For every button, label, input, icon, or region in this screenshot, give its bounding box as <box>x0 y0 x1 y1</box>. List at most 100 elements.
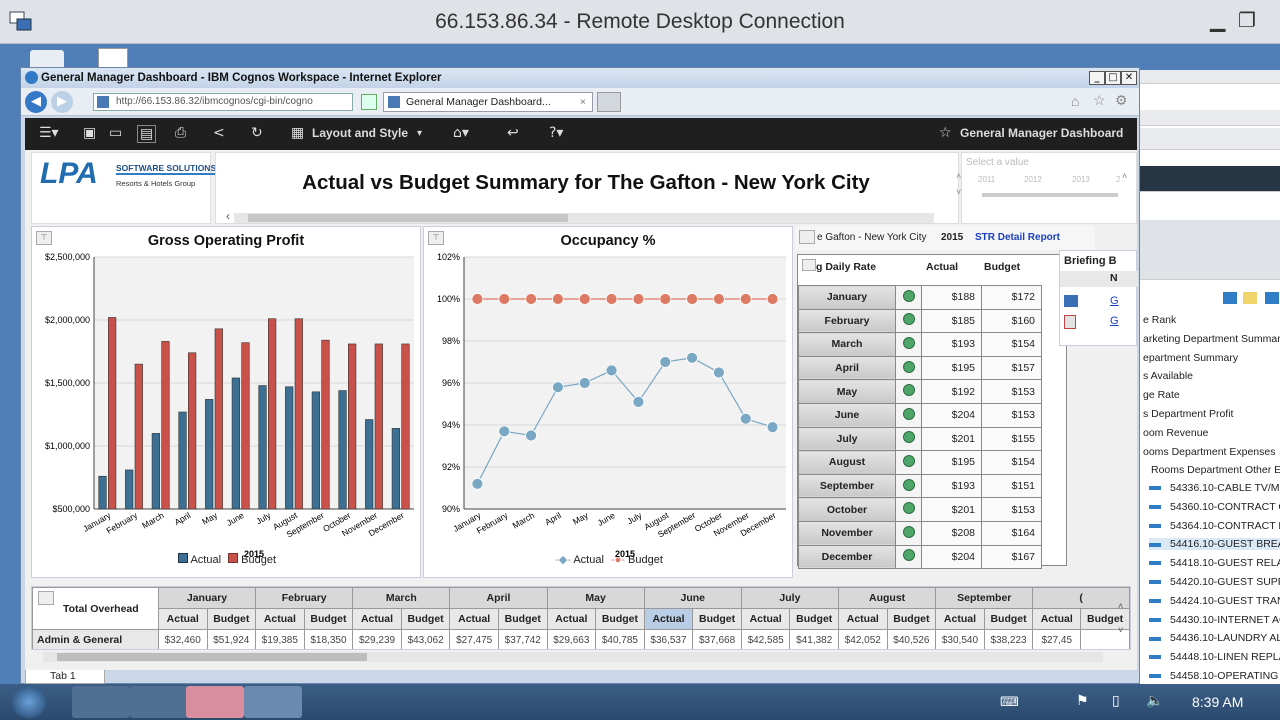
minimize-icon[interactable]: _ <box>1089 71 1105 85</box>
overhead-actual-header[interactable]: Actual <box>643 608 694 630</box>
overhead-actual-header[interactable]: Actual <box>449 608 499 630</box>
tree-account-item[interactable]: 54436.10-LAUNDRY ALL <box>1149 632 1280 644</box>
str-detail-link[interactable]: STR Detail Report <box>975 232 1061 243</box>
overhead-month[interactable]: July <box>740 587 840 609</box>
outlook-icon[interactable] <box>72 686 130 718</box>
overhead-budget-header[interactable]: Budget <box>789 608 840 630</box>
battery-icon[interactable]: ▯ <box>1112 692 1120 708</box>
menu-icon[interactable]: ☰▾ <box>39 125 59 141</box>
restore-icon[interactable]: ❐ <box>1238 8 1256 32</box>
briefing-link[interactable]: G <box>1110 315 1119 327</box>
tree-account-item[interactable]: 54458.10-OPERATING S <box>1149 670 1280 682</box>
tree-account-item[interactable]: 54420.10-GUEST SUPPL <box>1149 576 1280 588</box>
overhead-month[interactable]: September <box>935 587 1034 609</box>
overhead-budget-header[interactable]: Budget <box>1080 608 1130 630</box>
overhead-month[interactable]: June <box>643 587 742 609</box>
filter-icon[interactable] <box>38 591 54 605</box>
new-icon[interactable]: ▣ <box>83 125 97 141</box>
tree-account-item[interactable]: 54418.10-GUEST RELAT <box>1149 557 1280 569</box>
overhead-actual-header[interactable]: Actual <box>935 608 985 630</box>
clock[interactable]: 8:39 AM <box>1192 694 1244 710</box>
filter-icon[interactable]: ⊤ <box>36 231 52 245</box>
rate-month[interactable]: January <box>798 285 896 310</box>
toolbar-icon[interactable] <box>1265 292 1279 304</box>
home-icon[interactable]: ⌂▾ <box>453 125 469 141</box>
rate-month[interactable]: May <box>798 379 896 404</box>
slider-track[interactable] <box>982 193 1118 197</box>
save-icon[interactable]: ▤ <box>137 125 157 143</box>
overhead-budget-header[interactable]: Budget <box>692 608 742 630</box>
refresh-icon[interactable] <box>361 94 377 110</box>
overhead-budget-header[interactable]: Budget <box>400 608 451 630</box>
refresh-icon[interactable]: ↻ <box>251 125 263 141</box>
browser-tab[interactable]: General Manager Dashboard... × <box>383 92 593 112</box>
overhead-budget-header[interactable]: Budget <box>886 608 937 630</box>
rate-month[interactable]: March <box>798 332 896 357</box>
year-tick[interactable]: 2013 <box>1072 175 1090 184</box>
year-tick[interactable]: 2011 <box>978 175 996 184</box>
scroll-up-icon[interactable]: ˄ <box>1122 171 1128 181</box>
overhead-actual-header[interactable]: Actual <box>157 608 208 630</box>
rate-month[interactable]: June <box>798 402 896 428</box>
overhead-budget-header[interactable]: Budget <box>595 608 645 630</box>
desktop-icon[interactable] <box>30 50 64 72</box>
tab-1[interactable]: Tab 1 <box>25 670 105 684</box>
close-icon[interactable]: ✕ <box>1121 71 1137 85</box>
favorite-star-icon[interactable]: ☆ <box>939 125 952 141</box>
rate-month[interactable]: December <box>798 544 896 570</box>
share-icon[interactable]: < <box>213 125 225 141</box>
settings-gear-icon[interactable]: ⚙ <box>1115 92 1128 108</box>
tree-account-item[interactable]: 54336.10-CABLE TV/MO <box>1149 482 1280 494</box>
help-icon[interactable]: ?▾ <box>549 125 564 141</box>
overhead-month[interactable]: March <box>352 587 451 609</box>
start-button[interactable] <box>12 686 46 718</box>
overhead-actual-header[interactable]: Actual <box>1032 608 1082 630</box>
minimize-icon[interactable]: ▁ <box>1210 8 1226 32</box>
year-tick[interactable]: 2012 <box>1024 175 1042 184</box>
tree-item[interactable]: ge Rate <box>1143 389 1180 402</box>
tree-item[interactable]: s Available <box>1143 370 1194 383</box>
rate-month[interactable]: February <box>798 308 896 334</box>
toolbar-icon[interactable] <box>1223 292 1237 304</box>
scroll-up-icon[interactable]: ˄ <box>956 171 962 181</box>
home-icon[interactable]: ⌂ <box>1071 93 1080 109</box>
maximize-icon[interactable]: □ <box>1105 71 1121 85</box>
rate-month[interactable]: July <box>798 426 896 452</box>
forward-icon[interactable]: ▶ <box>51 91 73 113</box>
overhead-budget-header[interactable]: Budget <box>206 608 257 630</box>
tree-item[interactable]: ooms Department Expenses <box>1143 445 1276 458</box>
address-bar[interactable]: http://66.153.86.32/ibmcognos/cgi-bin/co… <box>93 93 353 111</box>
overhead-month[interactable]: August <box>838 587 937 609</box>
scroll-down-icon[interactable]: ˅ <box>956 187 962 197</box>
filter-icon[interactable] <box>802 259 816 271</box>
undo-icon[interactable]: ↩ <box>507 125 519 141</box>
filter-icon[interactable] <box>799 230 815 244</box>
toolbar-icon[interactable] <box>1243 292 1257 304</box>
horizontal-scrollbar[interactable] <box>43 652 1103 662</box>
overhead-budget-header[interactable]: Budget <box>497 608 548 630</box>
chevron-down-icon[interactable]: ▾ <box>417 128 423 139</box>
tree-account-item[interactable]: 54424.10-GUEST TRANS <box>1149 595 1280 607</box>
tree-item[interactable]: epartment Summary <box>1143 351 1239 364</box>
tree-item[interactable]: oom Revenue <box>1143 426 1209 439</box>
tree-account-item[interactable]: 54360.10-CONTRACT CL <box>1149 501 1280 513</box>
rate-month[interactable]: November <box>798 520 896 546</box>
overhead-actual-header[interactable]: Actual <box>352 608 402 630</box>
rate-month[interactable]: October <box>798 497 896 522</box>
layout-and-style-menu[interactable]: Layout and Style <box>312 126 409 140</box>
filter-icon[interactable]: ⊤ <box>428 231 444 245</box>
tree-account-item[interactable]: 54364.10-CONTRACT LA <box>1149 520 1280 532</box>
overhead-actual-header[interactable]: Actual <box>546 608 597 630</box>
overhead-budget-header[interactable]: Budget <box>983 608 1034 630</box>
close-tab-icon[interactable]: × <box>579 96 586 108</box>
html-icon[interactable] <box>1064 295 1078 307</box>
tree-account-item[interactable]: 54448.10-LINEN REPLAC <box>1149 651 1280 663</box>
tree-account-item[interactable]: 54416.10-GUEST BREAK <box>1149 538 1280 551</box>
overhead-month[interactable]: April <box>449 587 548 609</box>
horizontal-scrollbar[interactable]: ‹ <box>226 209 934 223</box>
tree-account-item[interactable]: 54430.10-INTERNET AC <box>1149 614 1280 626</box>
overhead-month[interactable]: February <box>255 587 354 609</box>
print-icon[interactable]: ⎙ <box>175 125 187 141</box>
open-folder-icon[interactable]: ▭ <box>109 125 123 141</box>
flag-icon[interactable]: ⚑ <box>1076 692 1089 708</box>
